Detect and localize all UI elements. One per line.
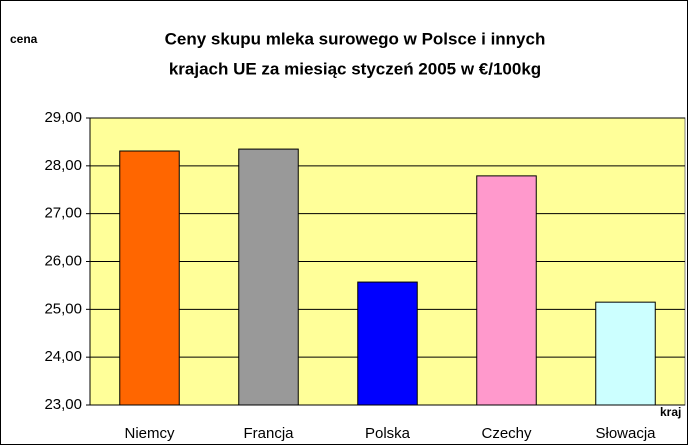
y-tick-label: 24,00 — [44, 348, 82, 365]
y-tick-label: 26,00 — [44, 252, 82, 269]
x-tick-label: Czechy — [481, 425, 532, 442]
x-tick-label: Francja — [243, 425, 294, 442]
x-axis-label: kraj — [660, 405, 681, 419]
bar — [476, 175, 537, 406]
chart-title: krajach UE za miesiąc styczeń 2005 w €/1… — [169, 59, 541, 78]
bar — [357, 281, 418, 406]
x-tick-label: Słowacja — [595, 425, 656, 442]
x-tick-label: Polska — [365, 425, 411, 442]
y-tick-label: 27,00 — [44, 205, 82, 222]
x-tick-label: Niemcy — [124, 425, 175, 442]
bar — [119, 150, 180, 406]
y-tick-label: 28,00 — [44, 157, 82, 174]
bar — [595, 301, 656, 406]
y-tick-label: 29,00 — [44, 109, 82, 126]
y-tick-label: 23,00 — [44, 396, 82, 413]
y-axis-label: cena — [10, 32, 38, 46]
y-tick-label: 25,00 — [44, 300, 82, 317]
bar — [238, 148, 299, 406]
chart-title: Ceny skupu mleka surowego w Polsce i inn… — [165, 29, 546, 48]
